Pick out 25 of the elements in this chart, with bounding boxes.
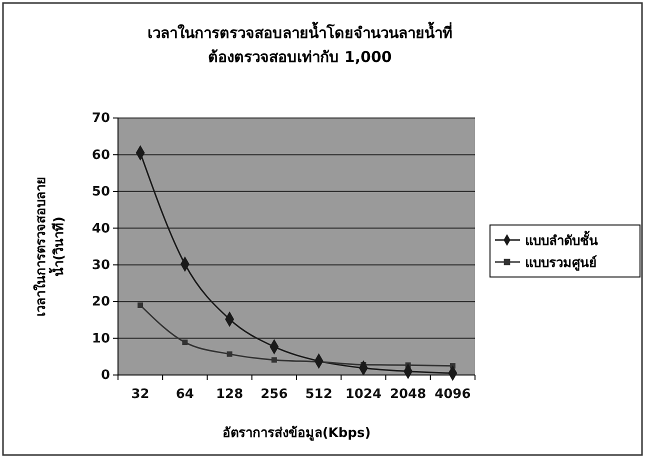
y-tick-label: 60 xyxy=(92,148,110,163)
x-tick-label: 1024 xyxy=(345,387,382,402)
x-tick-label: 32 xyxy=(131,387,150,402)
legend-label: แบบลำดับชั้น xyxy=(525,230,598,249)
y-axis-title: เวลาในการตรวจสอบลาย น้ำ(วินาที) xyxy=(32,176,67,316)
y-tick-label: 30 xyxy=(92,258,110,274)
x-tick-label: 512 xyxy=(305,387,332,402)
y-tick-label: 50 xyxy=(92,184,110,200)
legend-label: แบบรวมศูนย์ xyxy=(525,255,597,271)
y-tick-label: 20 xyxy=(92,294,110,310)
x-axis-title: อัตราการส่งข้อมูล(Kbps) xyxy=(222,425,371,441)
point xyxy=(138,302,144,308)
y-tick-label: 0 xyxy=(100,368,110,384)
y-tick-label: 40 xyxy=(92,221,110,236)
point xyxy=(271,357,277,363)
x-tick-label: 4096 xyxy=(434,387,471,402)
x-tick-label: 128 xyxy=(216,387,244,402)
point xyxy=(226,351,232,357)
y-tick-label: 10 xyxy=(92,331,110,346)
chart-title: เวลาในการตรวจสอบลายน้ำโดยจำนวนลายน้ำที่ ต้องตรวจสอบเท่ากับ 1,000 xyxy=(148,21,452,66)
x-tick-label: 256 xyxy=(260,387,288,402)
x-tick-label: 64 xyxy=(176,387,194,402)
x-tick-label: 2048 xyxy=(390,387,426,402)
point xyxy=(182,340,188,346)
y-tick-label: 70 xyxy=(92,111,110,126)
